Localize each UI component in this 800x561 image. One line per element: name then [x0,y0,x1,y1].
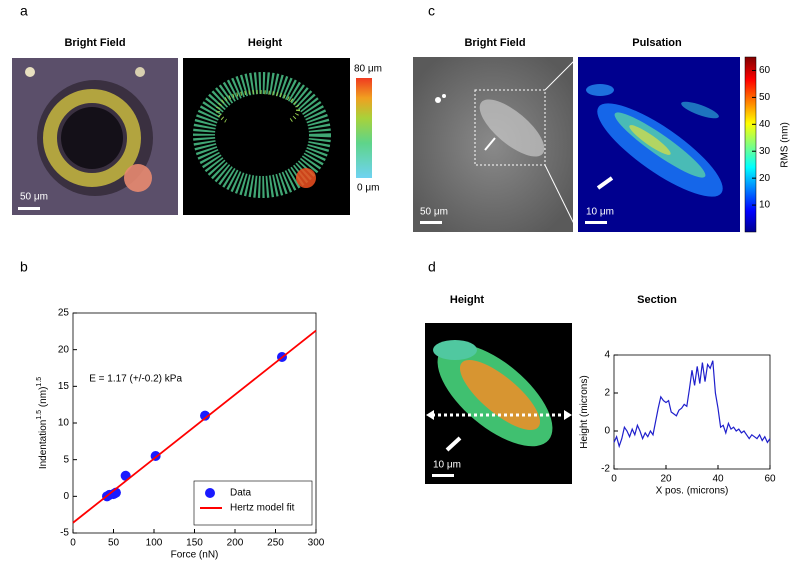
legend-swatch [205,488,215,498]
colorbar-label: RMS (nm) [780,122,791,168]
x-tick-label: 250 [267,538,284,549]
legend-label: Hertz model fit [230,503,295,514]
colorbar [744,56,757,233]
x-tick-label: 50 [108,538,120,549]
panel-label: a [20,3,28,19]
panel-title: Bright Field [64,37,125,49]
panel-title: Height [450,294,485,306]
colorbar-tick-label: 10 [759,200,771,211]
y-axis-label-part: (nm) [38,387,49,410]
y-tick-label: 15 [58,381,70,392]
x-tick-label: 100 [146,538,163,549]
y-tick-label: 2 [604,388,610,399]
panel-title: Section [637,294,677,306]
y-axis-label-part: 1.5 [36,377,43,387]
scale-bar-label: 50 μm [420,207,448,218]
panel-title: Height [248,37,283,49]
y-tick-label: -5 [60,528,69,539]
height-image: 10 μm [425,323,572,484]
height-image [183,58,350,215]
bright-field-image: 50 μm [413,56,579,233]
bright-field-image: 50 μm [12,58,178,215]
x-tick-label: 0 [70,538,76,549]
legend-box [193,480,313,526]
x-tick-label: 60 [764,474,776,485]
y-tick-label: 0 [63,491,69,502]
x-tick-label: 40 [712,474,724,485]
colorbar [356,78,372,178]
panel-title: Pulsation [632,37,682,49]
y-tick-label: 0 [604,426,610,437]
annotation: E = 1.17 (+/-0.2) kPa [89,374,182,385]
scale-bar-label: 10 μm [586,207,614,218]
y-tick-label: 20 [58,344,70,355]
colorbar-label: 80 μm [354,64,382,75]
x-tick-label: 300 [308,538,325,549]
data-line [72,329,317,524]
y-tick-label: 10 [58,418,70,429]
y-tick-label: -2 [601,464,610,475]
x-tick-label: 150 [186,538,203,549]
colorbar-tick-label: 60 [759,65,771,76]
panel-label: d [428,259,436,275]
x-tick-label: 200 [227,538,244,549]
x-tick-label: 0 [611,474,617,485]
colorbar-tick-label: 20 [759,173,771,184]
colorbar-tick-label: 40 [759,119,771,130]
legend-label: Data [230,488,252,499]
x-tick-label: 20 [660,474,672,485]
y-axis-label: Indentation1.5 (nm)1.5 [36,377,49,469]
data-line [613,360,771,449]
colorbar-tick-label: 30 [759,146,771,157]
y-axis-label-part: Height (microns) [579,375,590,448]
panel-label: b [20,259,28,275]
y-axis-label-part: Indentation [38,420,49,470]
panel-label: c [428,3,435,19]
y-tick-label: 5 [63,454,69,465]
data-point [200,410,211,421]
scale-bar-label: 50 μm [20,192,48,203]
y-tick-label: 25 [58,308,70,319]
x-axis-label: Force (nN) [171,550,219,561]
colorbar-label: 0 μm [357,183,379,194]
pulsation-image: 10 μm [578,57,740,232]
scale-bar-label: 10 μm [433,460,461,471]
panel-title: Bright Field [464,37,525,49]
y-axis-label-part: 1.5 [36,410,43,420]
y-tick-label: 4 [604,350,610,361]
y-axis-label: Height (microns) [579,375,590,448]
x-axis-label: X pos. (microns) [656,486,729,497]
colorbar-tick-label: 50 [759,92,771,103]
